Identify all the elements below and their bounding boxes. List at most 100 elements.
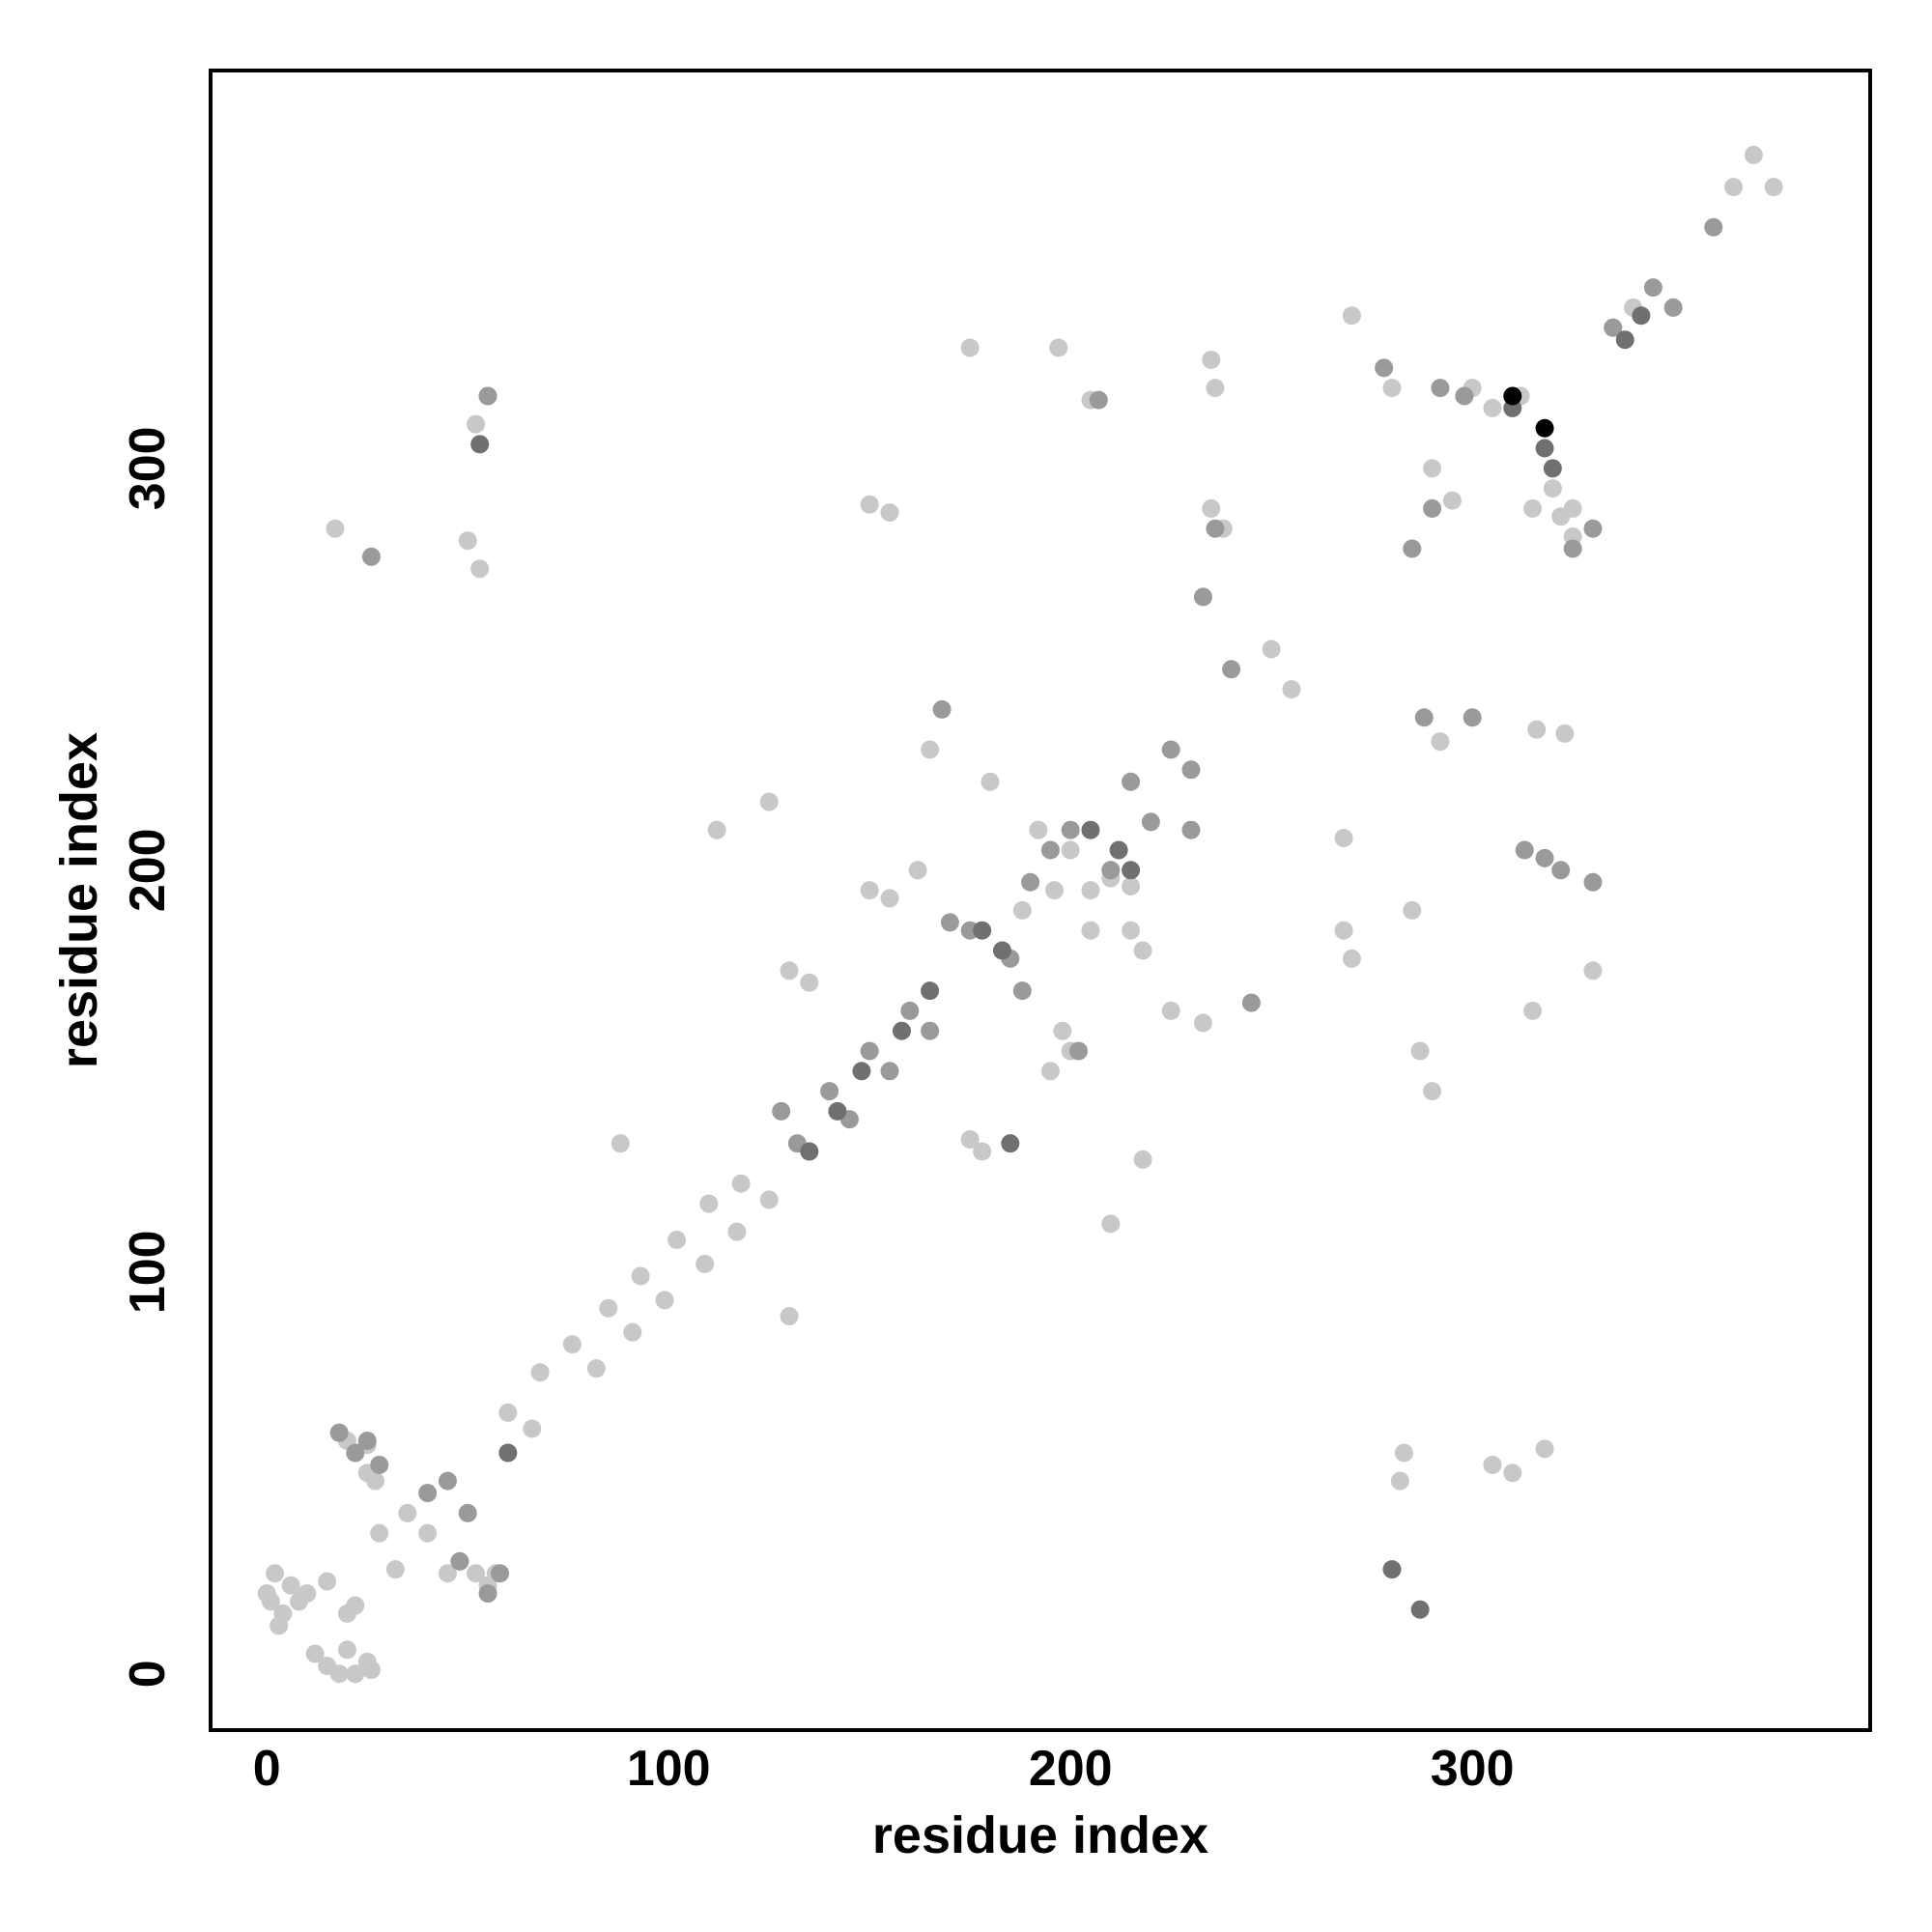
point (329, 1423, 349, 1442)
x-tick-label: 0 (253, 1741, 281, 1797)
point (370, 1455, 389, 1474)
point (1442, 491, 1462, 510)
x-axis-title: residue index (872, 1806, 1208, 1864)
point (921, 1021, 940, 1040)
point (1089, 390, 1108, 410)
point (1632, 306, 1651, 326)
y-tick-label: 200 (120, 828, 176, 912)
point (346, 1596, 365, 1615)
point (992, 941, 1011, 960)
point (1604, 318, 1623, 337)
y-tick-label: 300 (120, 426, 176, 510)
point (900, 1001, 920, 1020)
y-axis-title: residue index (50, 732, 108, 1068)
point (1262, 639, 1281, 659)
point (361, 1661, 381, 1680)
point (1069, 1041, 1089, 1061)
point (1081, 881, 1100, 900)
point (498, 1403, 518, 1422)
point (973, 921, 992, 940)
point (772, 1101, 791, 1121)
point (1423, 459, 1442, 478)
point (611, 1134, 630, 1153)
y-tick-label: 100 (120, 1230, 176, 1314)
point (418, 1523, 438, 1543)
point (1390, 1471, 1409, 1491)
point (1181, 760, 1201, 780)
point (1342, 306, 1361, 326)
point (908, 861, 927, 880)
point (1543, 459, 1562, 478)
point (1764, 178, 1783, 197)
point (880, 503, 899, 523)
point (1021, 872, 1040, 892)
point (828, 1101, 847, 1121)
point (1724, 178, 1744, 197)
point (467, 1564, 486, 1583)
point (1615, 330, 1634, 350)
point (668, 1231, 687, 1250)
point (1403, 900, 1422, 920)
point (366, 1471, 385, 1491)
point (1206, 379, 1225, 398)
point (780, 1307, 799, 1326)
point (860, 1041, 879, 1061)
point (1061, 820, 1080, 839)
point (860, 495, 879, 514)
point (1193, 587, 1212, 607)
point (1535, 848, 1554, 867)
point (1583, 519, 1603, 538)
point (329, 1664, 349, 1684)
point (1523, 1001, 1543, 1020)
point (1282, 680, 1301, 699)
point (860, 881, 879, 900)
point (631, 1266, 650, 1286)
point (1202, 498, 1221, 518)
point (1410, 1041, 1430, 1061)
point (960, 338, 980, 357)
point (940, 913, 959, 932)
point (1414, 708, 1434, 727)
point (1122, 921, 1141, 940)
point (1334, 829, 1353, 848)
point (1527, 720, 1547, 739)
point (1663, 298, 1683, 317)
point (337, 1640, 356, 1660)
point (623, 1322, 642, 1342)
point (973, 1142, 992, 1161)
point (1222, 660, 1241, 679)
point (357, 1431, 377, 1450)
point (1061, 840, 1080, 860)
point (1049, 338, 1068, 357)
point (1410, 1600, 1430, 1619)
point (438, 1471, 457, 1491)
point (1423, 1082, 1442, 1101)
point (1045, 881, 1065, 900)
point (1081, 921, 1100, 940)
point (1001, 1134, 1020, 1153)
point (921, 740, 940, 759)
point (1535, 439, 1554, 458)
point (1382, 379, 1402, 398)
point (346, 1443, 365, 1463)
point (1342, 949, 1361, 968)
point (707, 820, 726, 839)
point (1535, 418, 1554, 438)
point (780, 961, 799, 980)
point (361, 547, 381, 566)
point (599, 1298, 618, 1318)
point (398, 1503, 417, 1522)
point (1109, 840, 1128, 860)
point (1643, 278, 1662, 298)
point (1394, 1443, 1413, 1463)
point (699, 1194, 719, 1213)
point (1161, 1001, 1180, 1020)
point (820, 1082, 839, 1101)
point (1122, 772, 1141, 791)
point (727, 1222, 747, 1241)
point (467, 414, 486, 434)
y-tick-label: 0 (120, 1660, 176, 1688)
point (1463, 708, 1482, 727)
point (1202, 351, 1221, 370)
